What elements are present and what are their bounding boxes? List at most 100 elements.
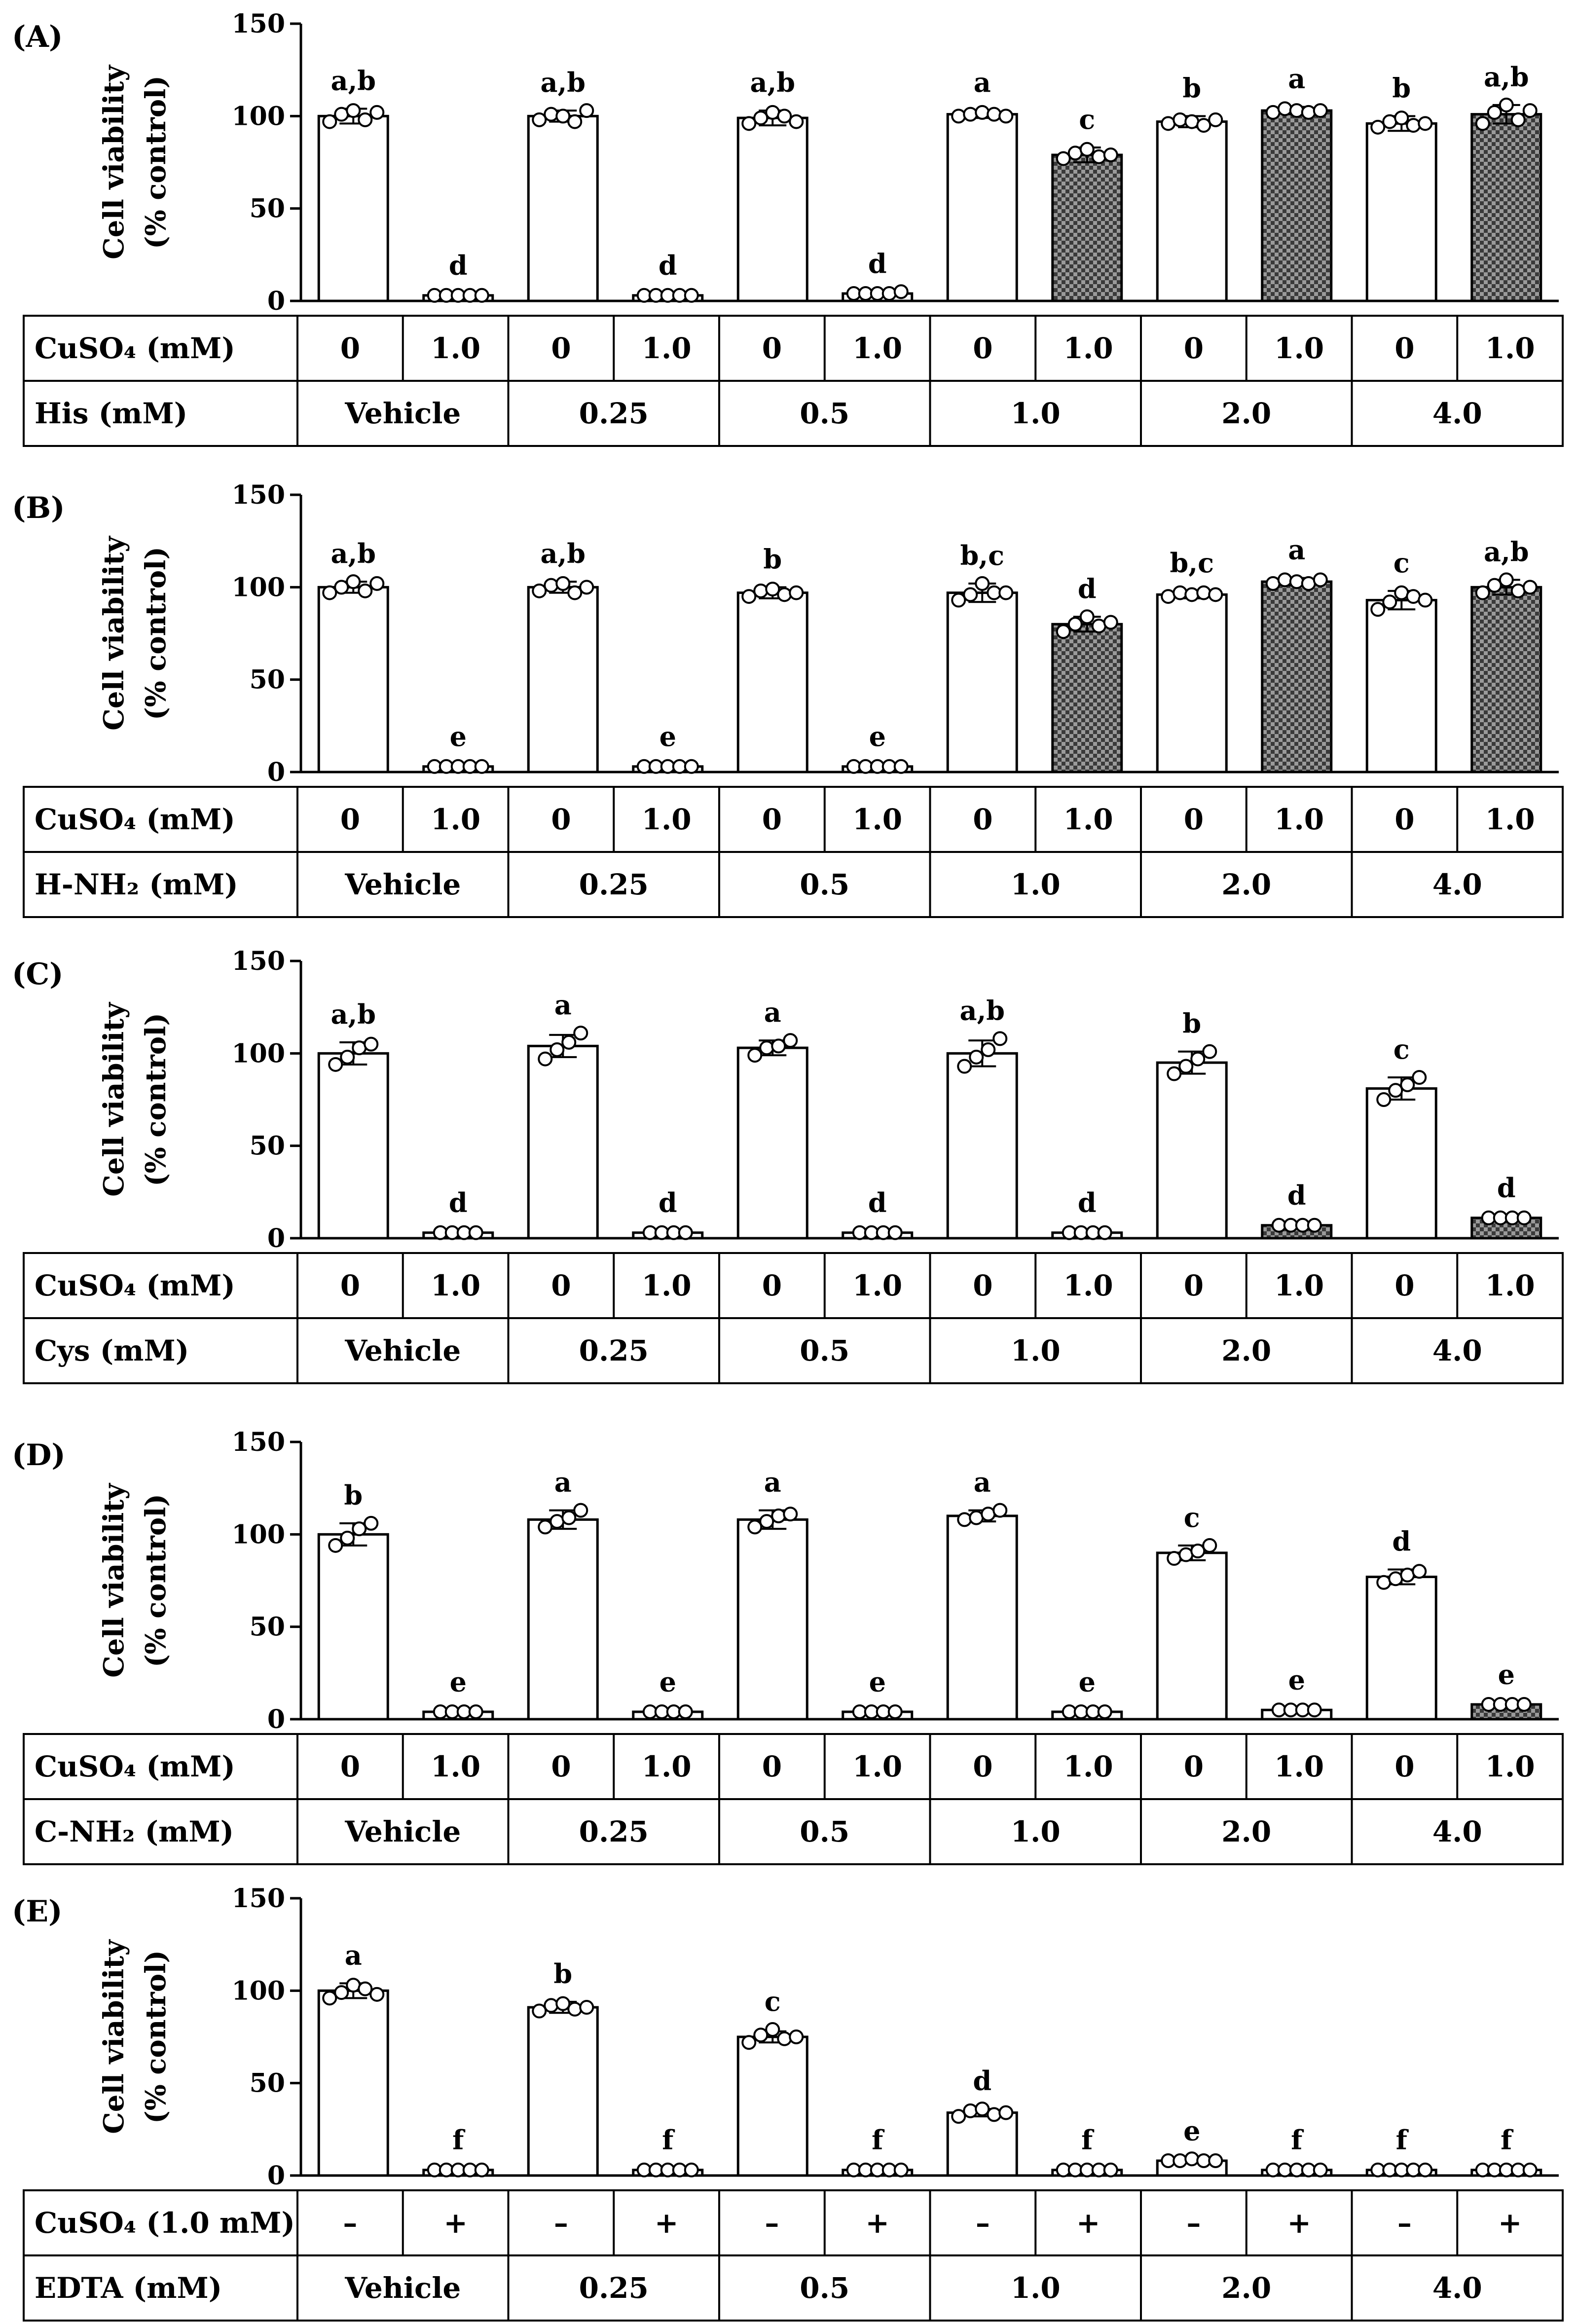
data-point <box>334 580 349 595</box>
table-cell-cuso4: 1.0 <box>852 1269 902 1302</box>
table-cell-concentration: 0.25 <box>579 2271 649 2305</box>
table-cell-cuso4: – <box>554 2206 568 2240</box>
data-point <box>1418 592 1433 608</box>
data-point <box>369 105 385 120</box>
data-point <box>783 1507 798 1522</box>
significance-label: d <box>1078 1187 1097 1218</box>
table-row1-label: CuSO₄ (mM) <box>35 332 235 365</box>
data-point <box>1056 624 1071 639</box>
data-point <box>969 1049 984 1065</box>
data-point <box>538 1519 553 1535</box>
table-cell-cuso4: 0 <box>551 803 571 836</box>
significance-label: e <box>450 721 467 752</box>
data-point <box>538 1051 553 1067</box>
data-point <box>1418 116 1433 131</box>
data-point <box>987 107 1002 122</box>
bar <box>317 586 389 774</box>
data-point <box>759 1514 774 1529</box>
data-point <box>1079 609 1095 625</box>
panel-1: (B) 0 50 100 150 Cell viability (% control) a,b… <box>12 480 1564 918</box>
bar <box>736 116 808 302</box>
table-cell-cuso4: 1.0 <box>431 1269 480 1302</box>
panel-3: (D) 0 50 100 150 Cell viability (% control) b e a… <box>12 1427 1564 1865</box>
data-point <box>747 1048 763 1063</box>
y-axis-label-unit: (% control) <box>140 547 172 720</box>
table-cell-concentration: 4.0 <box>1432 868 1482 901</box>
data-point <box>957 1512 972 1527</box>
data-point <box>579 2000 594 2015</box>
data-point <box>1173 112 1188 127</box>
significance-label: d <box>449 250 468 281</box>
table-cell-concentration: 0.25 <box>579 1334 649 1367</box>
bar <box>527 114 599 302</box>
data-point <box>1208 112 1223 127</box>
data-point <box>1202 1538 1217 1553</box>
table-cell-concentration: 0.5 <box>800 868 849 901</box>
y-tick-label: 100 <box>231 101 285 131</box>
data-point <box>1301 105 1316 120</box>
table-cell-cuso4: 1.0 <box>1064 803 1113 836</box>
significance-label: d <box>1392 1526 1411 1557</box>
table-cell-cuso4: 0 <box>1184 332 1204 365</box>
data-point <box>678 1225 693 1240</box>
data-point <box>1173 585 1188 600</box>
y-tick-label: 100 <box>231 1038 285 1069</box>
table-cell-cuso4: 0 <box>551 1750 571 1783</box>
table-cell-concentration: 4.0 <box>1432 1815 1482 1848</box>
data-point <box>1277 572 1292 588</box>
bar <box>1261 580 1333 774</box>
table-cell-cuso4: 0 <box>551 332 571 365</box>
table-cell-cuso4: 0 <box>973 803 992 836</box>
data-point <box>998 2105 1014 2120</box>
data-point <box>532 2003 547 2019</box>
data-point <box>328 1538 343 1553</box>
data-point <box>1056 151 1071 166</box>
data-point <box>328 1057 343 1072</box>
table-cell-cuso4: 0 <box>1394 1750 1414 1783</box>
data-point <box>963 2103 978 2118</box>
significance-label: e <box>660 1666 676 1697</box>
data-point <box>771 1508 786 1523</box>
significance-label: e <box>869 1666 886 1697</box>
y-tick-label: 0 <box>267 2161 285 2191</box>
significance-label: e <box>450 1666 467 1697</box>
data-point <box>1184 587 1200 602</box>
table-cell-cuso4: – <box>765 2206 779 2240</box>
data-point <box>1307 1217 1322 1233</box>
significance-label: b <box>763 543 782 575</box>
significance-label: a <box>554 989 572 1021</box>
data-point <box>1208 587 1223 602</box>
bar <box>946 1514 1018 1721</box>
table-cell-concentration: Vehicle <box>344 868 461 901</box>
bar <box>317 1052 389 1240</box>
data-point <box>468 1225 483 1240</box>
data-point <box>567 585 583 600</box>
significance-label: e <box>1079 1666 1096 1697</box>
data-point <box>1184 2151 1200 2167</box>
data-point <box>1190 1051 1206 1067</box>
significance-label: d <box>659 250 677 281</box>
significance-label: e <box>1498 1659 1515 1690</box>
significance-label: c <box>1394 547 1410 579</box>
table-cell-cuso4: 1.0 <box>1485 332 1535 365</box>
table-cell-concentration: 1.0 <box>1011 1334 1061 1367</box>
bar <box>317 1533 389 1721</box>
data-point <box>963 107 978 122</box>
data-point <box>1499 572 1514 588</box>
significance-label: e <box>869 721 886 752</box>
bar <box>1156 1061 1228 1240</box>
table-cell-concentration: Vehicle <box>344 1815 461 1848</box>
data-point <box>1376 1092 1392 1107</box>
panel-4: (E) 0 50 100 150 Cell viability (% control) a f b… <box>12 1883 1564 2322</box>
table-cell-cuso4: 1.0 <box>1485 1750 1535 1783</box>
table-cell-concentration: 2.0 <box>1221 868 1271 901</box>
data-point <box>893 759 909 774</box>
table-cell-concentration: 1.0 <box>1011 1815 1061 1848</box>
data-point <box>765 582 780 597</box>
bar <box>736 591 808 774</box>
y-tick-label: 150 <box>231 1883 285 1914</box>
table-cell-cuso4: 1.0 <box>1485 1269 1535 1302</box>
data-point <box>474 2162 489 2177</box>
data-point <box>1289 574 1304 590</box>
data-point <box>322 114 337 129</box>
